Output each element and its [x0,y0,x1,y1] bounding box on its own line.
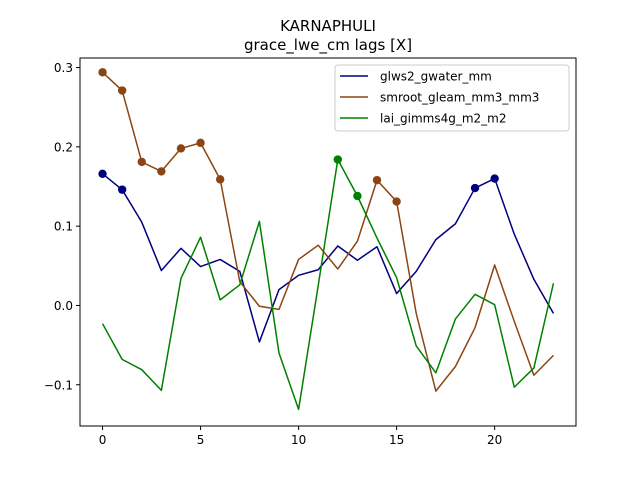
y-tick-label: −0.1 [44,378,73,392]
x-tick-label: 20 [487,433,502,447]
x-tick-label: 5 [197,433,205,447]
series-layer [98,68,555,411]
series-1-marker [137,157,146,167]
x-tick-label: 0 [99,433,107,447]
series-0-marker [98,169,107,178]
chart-title: KARNAPHULI [280,17,376,35]
series-0-marker [490,174,499,183]
series-1-marker [157,167,166,176]
y-tick-label: 0.3 [54,61,73,75]
series-1-marker [215,175,225,184]
legend-label-1: smroot_gleam_mm3_mm3 [380,91,539,105]
series-1-marker [117,86,127,95]
series-line-1 [102,71,554,392]
y-axis: −0.1 0.0 0.1 0.2 0.3 [44,61,80,392]
legend-label-2: lai_gimms4g_m2_m2 [380,112,507,126]
series-1-marker [176,144,186,153]
plot-frame [79,57,577,427]
legend-label-0: glws2_gwater_mm [380,70,492,84]
chart-subtitle: grace_lwe_cm lags [X] [244,36,412,55]
series-0-marker [470,183,480,193]
y-tick-label: 0.0 [54,299,73,313]
series-2-marker [333,155,343,164]
series-0-marker [117,185,127,194]
series-line-2 [101,158,555,411]
series-1-marker [98,68,107,77]
series-1-marker [372,175,382,185]
x-tick-label: 10 [291,433,306,447]
legend-box [334,64,570,132]
legend: glws2_gwater_mm smroot_gleam_mm3_mm3 lai_g… [334,64,570,132]
series-1-marker [196,138,205,148]
series-2-marker [353,191,362,201]
series-1-marker [392,197,401,206]
y-tick-label: 0.1 [54,220,73,234]
x-tick-label: 15 [389,433,404,447]
y-tick-label: 0.2 [54,140,73,154]
x-axis: 0 5 10 15 20 [99,426,502,447]
